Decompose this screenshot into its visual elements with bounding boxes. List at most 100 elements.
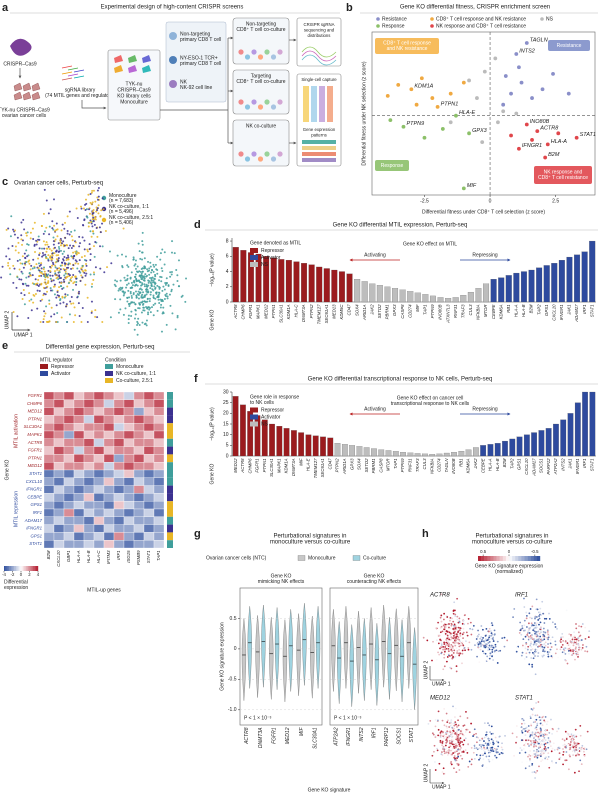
cell-point — [444, 646, 447, 648]
cell-point — [145, 293, 148, 296]
pattern-icon — [302, 158, 336, 162]
cell-point — [542, 627, 545, 630]
cell-point — [56, 235, 59, 238]
x-axis-label: Gene KO — [209, 463, 215, 484]
cell-point — [55, 304, 58, 307]
cell-point — [70, 280, 73, 283]
cell-point — [130, 271, 133, 274]
heat-cell — [143, 524, 155, 533]
cell-point — [565, 659, 567, 662]
cell-point — [522, 638, 525, 641]
cell-point — [73, 306, 76, 309]
cell-point — [470, 648, 473, 651]
panel-letter: a — [2, 2, 9, 14]
cell-icon — [257, 54, 264, 60]
cell-point — [446, 749, 449, 752]
cell-point — [535, 755, 538, 758]
cell-point — [531, 771, 534, 774]
pattern-icon — [302, 152, 336, 156]
cell-point — [519, 747, 522, 749]
legend-swatch — [105, 364, 113, 369]
cell-point — [544, 746, 547, 748]
cell-point — [451, 753, 454, 756]
cell-point — [125, 283, 128, 286]
cell-point — [48, 302, 51, 305]
cell-point — [84, 274, 87, 277]
cell-point — [157, 298, 160, 301]
cell-point — [447, 719, 449, 722]
cell-point — [435, 627, 437, 630]
bar — [414, 453, 421, 457]
cell-point — [459, 634, 462, 637]
cell-point — [443, 631, 446, 633]
arrow — [81, 100, 107, 110]
cell-point — [562, 763, 564, 766]
cell-point — [467, 647, 470, 649]
cell-point — [538, 716, 541, 719]
heat-cell — [123, 540, 135, 549]
cell-point — [523, 624, 526, 627]
cell-point — [55, 222, 58, 225]
cell-point — [447, 642, 450, 644]
cell-point — [539, 607, 542, 610]
cell-point — [453, 724, 456, 727]
cell-point — [433, 744, 436, 747]
cell-point — [104, 230, 107, 233]
cell-point — [457, 734, 460, 736]
heat-cell — [133, 407, 145, 416]
cell-point — [571, 638, 574, 641]
cell-point — [484, 734, 487, 736]
cell-point — [541, 645, 544, 648]
cell-point — [142, 291, 145, 294]
legend-label: Activator — [261, 414, 281, 420]
legend-swatch — [250, 248, 258, 253]
heat-cell — [73, 446, 85, 455]
bar — [378, 449, 385, 457]
heat-cell — [153, 493, 165, 502]
cell-point — [440, 730, 443, 733]
bar — [452, 297, 459, 303]
heat-cell — [103, 508, 115, 517]
y-tick-label: 0 — [226, 453, 229, 459]
cell-point — [578, 646, 581, 649]
x-tick-label: MIF — [415, 304, 420, 312]
cell-point — [484, 638, 487, 641]
violin — [399, 619, 405, 702]
heat-cell — [43, 446, 55, 455]
cell-point — [86, 321, 89, 323]
heat-cell — [43, 399, 55, 408]
heat-cell — [73, 485, 85, 494]
cell-point — [142, 306, 145, 309]
cell-point — [458, 652, 461, 655]
arm-label: CD8⁺ T cell co-culture — [236, 79, 285, 85]
colorbar-step — [9, 566, 11, 571]
heat-cell — [73, 477, 85, 486]
x-tick-label: CXCL10 — [551, 304, 556, 321]
bar — [278, 259, 285, 303]
cell-point — [15, 286, 18, 289]
cell-point — [452, 730, 455, 733]
bar — [349, 445, 355, 457]
cell-point — [478, 758, 480, 761]
heat-cell — [73, 399, 85, 408]
point-label: B2M — [548, 152, 560, 158]
output-label: Gene expression — [303, 127, 336, 132]
cell-point — [140, 311, 143, 314]
cell-point — [543, 751, 546, 753]
cell-point — [31, 267, 34, 270]
cell-point — [28, 299, 31, 302]
legend-title: MTIL regulator — [40, 357, 73, 363]
bar — [376, 285, 383, 303]
x-tick-label: CASP8 — [400, 304, 405, 319]
cell-point — [580, 648, 583, 651]
cell-point — [39, 321, 42, 323]
cell-point — [117, 289, 120, 292]
cell-point — [27, 284, 30, 287]
cell-point — [450, 721, 452, 724]
cell-point — [62, 259, 65, 262]
cell-point — [452, 752, 455, 754]
cell-point — [124, 279, 127, 282]
cell-point — [64, 272, 67, 275]
x-tick-label: GPS1 — [517, 458, 522, 470]
colorbar-step — [512, 556, 516, 561]
